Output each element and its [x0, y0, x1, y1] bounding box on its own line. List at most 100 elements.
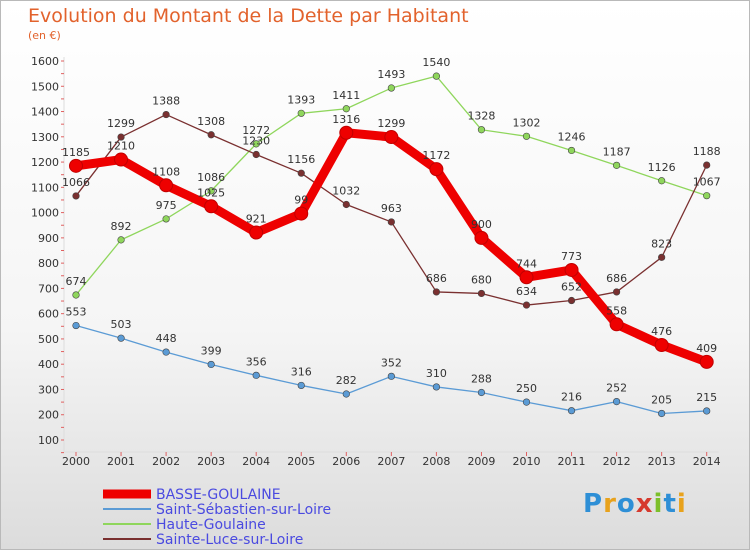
- data-label: 1540: [422, 56, 450, 69]
- data-point: [117, 133, 125, 141]
- data-label: 282: [336, 374, 357, 387]
- data-point: [204, 199, 219, 214]
- data-label: 205: [651, 393, 672, 406]
- data-point: [474, 230, 489, 245]
- proxiti-logo: Proxiti: [583, 489, 687, 519]
- data-label: 553: [66, 306, 87, 319]
- data-label: 1393: [287, 93, 315, 106]
- x-tick-label: 2002: [152, 455, 180, 468]
- data-point: [252, 150, 260, 159]
- data-point: [703, 161, 711, 169]
- legend-label: Sainte-Luce-sur-Loire: [156, 532, 303, 548]
- data-point: [658, 177, 666, 185]
- x-tick-label: 2010: [513, 455, 541, 468]
- data-point: [387, 372, 395, 380]
- legend-label: BASSE-GOULAINE: [156, 487, 281, 503]
- y-tick-label: 200: [38, 409, 59, 422]
- data-label: 1025: [197, 186, 225, 199]
- data-label: 215: [696, 391, 717, 404]
- data-point: [297, 109, 305, 117]
- y-tick-label: 900: [38, 232, 59, 245]
- data-label: 99: [294, 194, 308, 207]
- data-point: [252, 140, 260, 148]
- data-point: [429, 162, 444, 177]
- data-point: [162, 348, 170, 356]
- data-point: [162, 110, 170, 119]
- data-point: [207, 187, 215, 195]
- data-label: 674: [66, 275, 87, 288]
- data-label: 975: [156, 199, 177, 212]
- y-tick-label: 300: [38, 383, 59, 396]
- data-label: 686: [426, 272, 447, 285]
- data-point: [114, 152, 129, 167]
- data-point: [658, 253, 666, 261]
- data-point: [72, 192, 80, 200]
- data-label: 252: [606, 382, 627, 395]
- y-tick-label: 700: [38, 282, 59, 295]
- data-point: [432, 383, 441, 391]
- data-point: [658, 409, 666, 418]
- y-tick-label: 1400: [31, 106, 59, 119]
- data-label: 1302: [513, 116, 541, 129]
- data-point: [294, 206, 309, 221]
- data-label: 744: [516, 257, 537, 270]
- data-point: [567, 407, 576, 415]
- data-label: 1126: [648, 161, 676, 174]
- data-point: [162, 215, 170, 223]
- y-tick-label: 800: [38, 257, 59, 270]
- data-point: [432, 72, 441, 80]
- x-tick-label: 2014: [693, 455, 721, 468]
- data-point: [117, 236, 125, 244]
- data-label: 963: [381, 202, 402, 215]
- data-point: [387, 84, 395, 92]
- data-point: [339, 125, 354, 140]
- data-label: 1086: [197, 171, 225, 184]
- data-point: [72, 321, 80, 330]
- data-point: [432, 288, 441, 296]
- x-tick-label: 2001: [107, 455, 135, 468]
- data-point: [207, 360, 215, 369]
- data-point: [384, 130, 399, 145]
- data-point: [117, 334, 125, 342]
- x-tick-label: 2011: [558, 455, 586, 468]
- data-label: 900: [471, 218, 492, 231]
- data-point: [159, 178, 174, 193]
- data-label: 448: [156, 332, 177, 345]
- data-label: 1272: [242, 124, 270, 137]
- data-label: 1388: [152, 95, 180, 108]
- data-label: 216: [561, 391, 582, 404]
- data-label: 1328: [467, 110, 495, 123]
- data-point: [567, 296, 576, 305]
- data-label: 409: [696, 342, 717, 355]
- data-label: 1156: [287, 153, 315, 166]
- legend-label: Saint-Sébastien-sur-Loire: [156, 502, 331, 518]
- data-label: 558: [606, 304, 627, 317]
- x-tick-label: 2009: [467, 455, 495, 468]
- data-label: 250: [516, 382, 537, 395]
- data-label: 1067: [693, 176, 721, 189]
- data-point: [477, 126, 486, 134]
- data-label: 686: [606, 272, 627, 285]
- x-tick-label: 2006: [332, 455, 360, 468]
- data-point: [249, 225, 264, 240]
- y-tick-label: 1500: [31, 80, 59, 93]
- data-point: [342, 200, 350, 209]
- data-label: 1108: [152, 165, 180, 178]
- x-tick-label: 2008: [422, 455, 450, 468]
- data-label: 634: [516, 285, 537, 298]
- data-point: [612, 397, 621, 406]
- data-point: [609, 317, 624, 332]
- data-point: [477, 388, 486, 397]
- data-label: 1230: [242, 134, 270, 147]
- data-point: [69, 158, 83, 173]
- chart-title: Evolution du Montant de la Dette par Hab…: [28, 5, 469, 27]
- data-point: [387, 218, 395, 226]
- x-tick-label: 2000: [62, 455, 90, 468]
- data-label: 1411: [332, 89, 360, 102]
- data-label: 288: [471, 372, 492, 385]
- data-label: 1188: [693, 145, 721, 158]
- y-tick-label: 1300: [31, 131, 59, 144]
- x-tick-label: 2004: [242, 455, 270, 468]
- data-label: 310: [426, 367, 447, 380]
